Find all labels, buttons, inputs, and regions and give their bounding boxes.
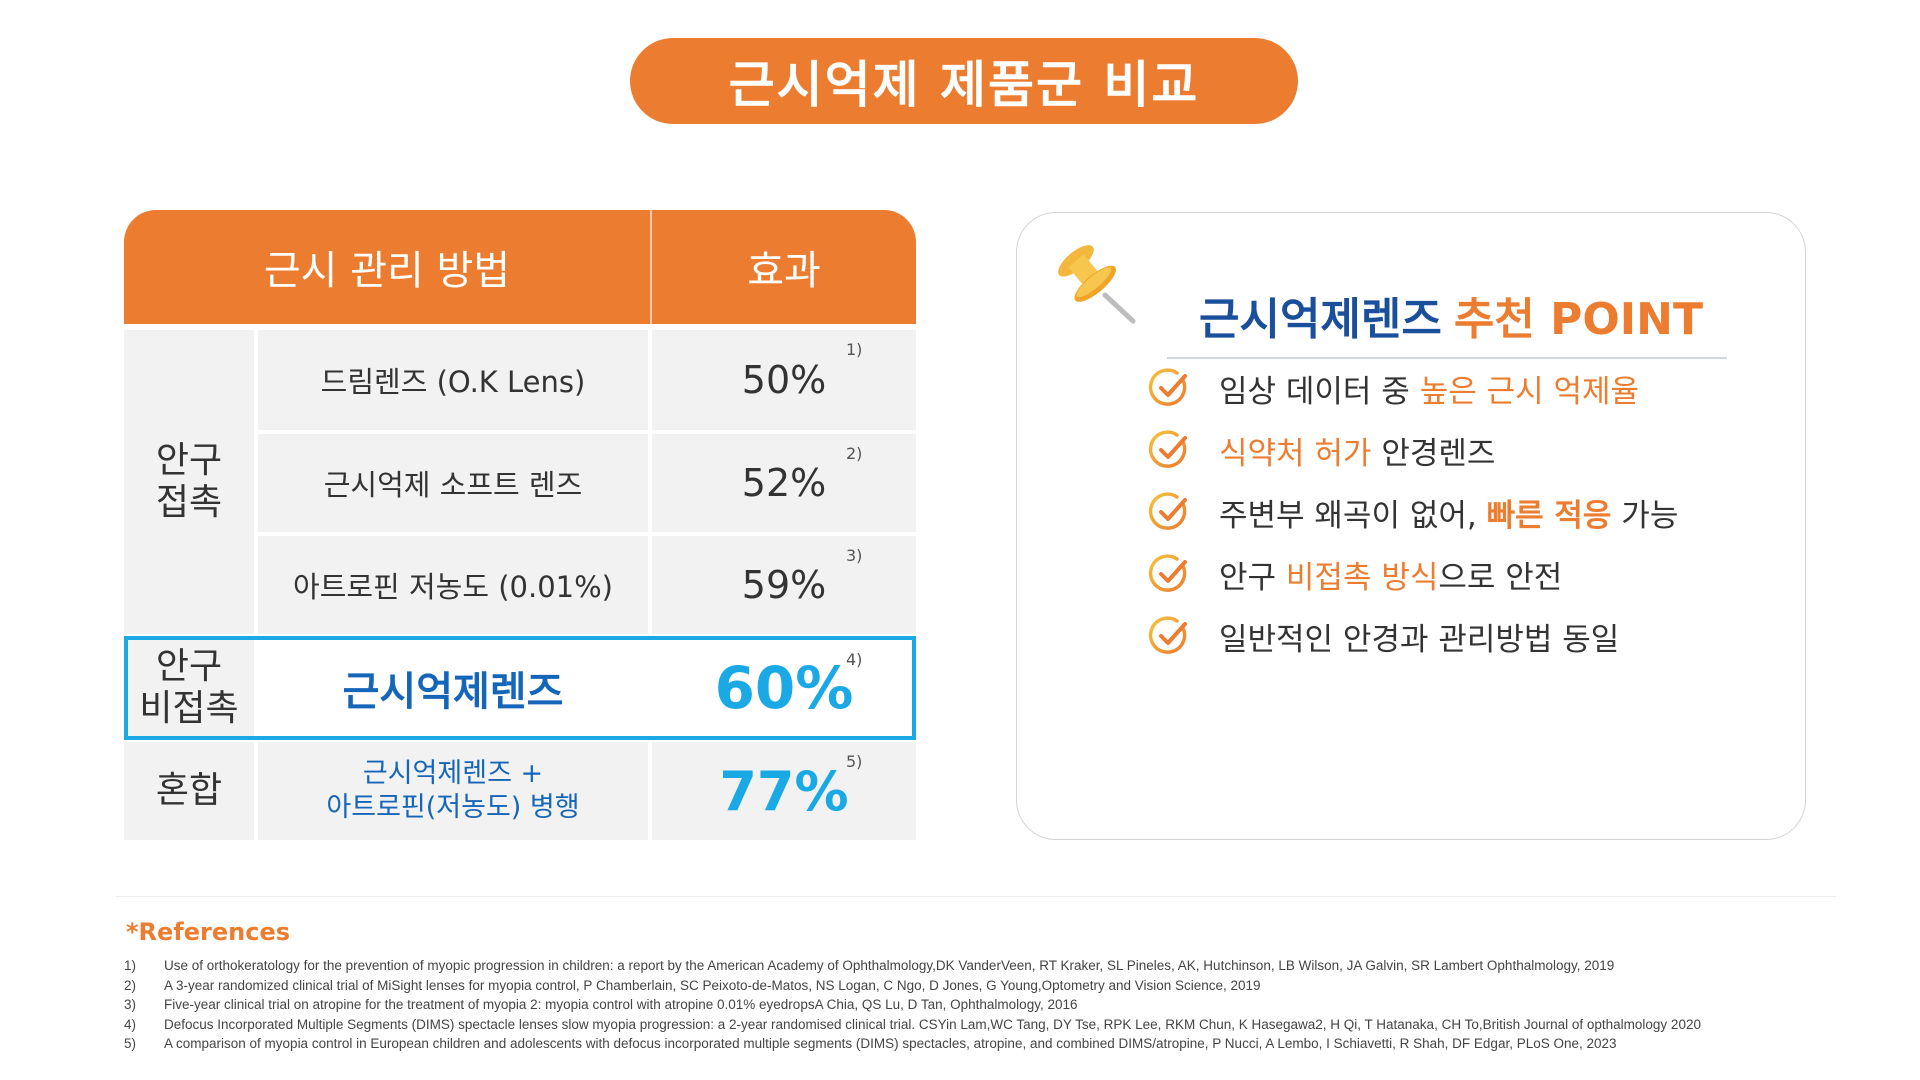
header-effect: 효과 — [747, 248, 821, 294]
point-highlight: 식약처 허가 — [1219, 435, 1372, 472]
table-header: 근시 관리 방법 효과 — [124, 210, 916, 324]
card-title-orange: 추천 POINT — [1453, 294, 1704, 345]
point-text: 안경렌즈 — [1371, 435, 1496, 472]
page-title-pill: 근시억제 제품군 비교 — [630, 38, 1298, 124]
highlight-border — [124, 636, 916, 740]
point-text: 안구 — [1219, 559, 1286, 596]
point-text: 주변부 왜곡이 없어, — [1219, 497, 1487, 534]
point-item: 일반적인 안경과 관리방법 동일 — [1147, 611, 1619, 661]
card-divider — [1167, 357, 1727, 359]
point-item: 안구 비접촉 방식으로 안전 — [1147, 549, 1562, 599]
ref-mark: 3) — [846, 546, 863, 565]
check-circle-icon — [1148, 616, 1187, 654]
ref-mark: 5) — [846, 752, 863, 771]
category-mixed: 혼합 — [124, 742, 254, 840]
point-item: 주변부 왜곡이 없어, 빠른 적응 가능 — [1147, 487, 1678, 537]
reference-item: 4) Defocus Incorporated Multiple Segments… — [124, 1016, 1701, 1032]
method-cell: 아트로핀 저농도 (0.01%) — [258, 536, 648, 634]
category-noncontact: 안구 비접촉 — [124, 640, 254, 736]
pushpin-icon — [1058, 245, 1136, 324]
reference-item: 1) Use of orthokeratology for the prevent… — [124, 958, 1615, 973]
point-highlight: 비접촉 방식 — [1285, 559, 1439, 596]
check-circle-icon — [1148, 554, 1187, 592]
effect-cell: 50% — [652, 330, 916, 430]
ref-mark: 4) — [846, 650, 863, 669]
effect-cell: 77% — [652, 742, 916, 840]
point-highlight: 높은 근시 억제율 — [1419, 373, 1640, 410]
card-title: 근시억제렌즈 추천 POINT — [1017, 283, 1805, 347]
references-divider — [116, 896, 1836, 897]
check-circle-icon — [1148, 368, 1187, 406]
page-title: 근시억제 제품군 비교 — [728, 56, 1200, 114]
card-title-blue: 근시억제렌즈 — [1198, 294, 1442, 345]
ref-mark: 1) — [846, 340, 863, 359]
reference-item: 3) Five-year clinical trial on atropine f… — [124, 997, 1078, 1012]
reference-item: 2) A 3-year randomized clinical trial of … — [124, 977, 1261, 993]
check-circle-icon — [1148, 492, 1187, 530]
effect-cell-highlight: 60% — [652, 640, 916, 736]
method-cell-highlight: 근시억제렌즈 — [258, 640, 648, 736]
comparison-table: 근시 관리 방법 효과 안구 접촉 안구 비접촉 혼합 드림렌즈 (O.K Le… — [124, 210, 916, 840]
reference-item: 5) A comparison of myopia control in Euro… — [124, 1036, 1617, 1051]
header-method: 근시 관리 방법 — [263, 248, 511, 294]
effect-cell: 52% — [652, 434, 916, 532]
header-divider — [650, 210, 652, 324]
references-list: 1) Use of orthokeratology for the prevent… — [124, 956, 1824, 1054]
point-text: 임상 데이터 중 — [1219, 373, 1420, 410]
category-contact: 안구 접촉 — [124, 330, 254, 634]
point-highlight: 빠른 적응 — [1486, 497, 1612, 534]
method-cell: 근시억제 소프트 렌즈 — [258, 434, 648, 532]
check-circle-icon — [1148, 430, 1187, 468]
point-text: 일반적인 안경과 관리방법 동일 — [1219, 621, 1620, 658]
point-item: 식약처 허가 안경렌즈 — [1147, 425, 1495, 475]
ref-mark: 2) — [846, 444, 863, 463]
method-cell: 드림렌즈 (O.K Lens) — [258, 330, 648, 430]
method-cell: 근시억제렌즈 + 아트로핀(저농도) 병행 — [258, 742, 648, 840]
references-title: *References — [126, 918, 291, 946]
recommend-point-card: 근시억제렌즈 추천 POINT 임상 데이터 중 높은 근시 억제율 식약처 허가… — [1016, 212, 1806, 840]
effect-cell: 59% — [652, 536, 916, 634]
point-item: 임상 데이터 중 높은 근시 억제율 — [1147, 363, 1639, 413]
